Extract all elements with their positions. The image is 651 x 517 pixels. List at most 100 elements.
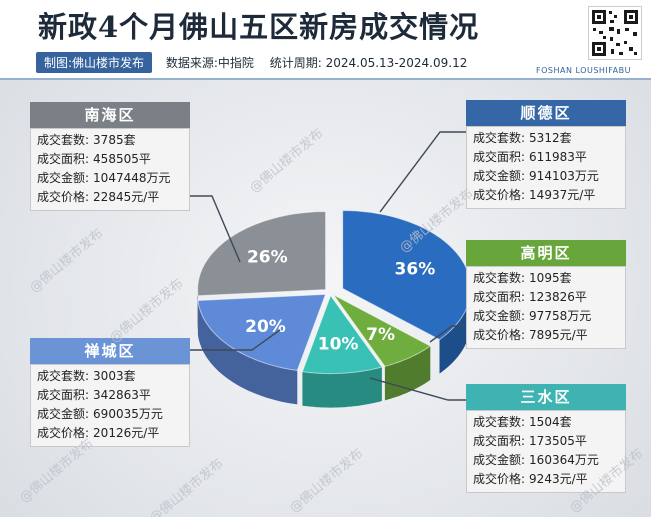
stat-value: 20126元/平	[93, 426, 160, 440]
stat-label: 成交套数:	[37, 133, 90, 147]
stat-label: 成交金额:	[37, 171, 90, 185]
stat-row: 成交套数: 3003套	[37, 367, 183, 386]
panel-nanhai-body: 成交套数: 3785套 成交面积: 458505平 成交金额: 1047448万元 成…	[30, 128, 190, 211]
slice-pct-label-1: 7%	[366, 325, 395, 345]
stat-label: 成交价格:	[473, 328, 526, 342]
stat-label: 成交价格:	[473, 188, 526, 202]
stat-value: 611983平	[529, 150, 587, 164]
stat-value: 1504套	[529, 415, 572, 429]
stat-row: 成交价格: 22845元/平	[37, 188, 183, 207]
stat-value: 123826平	[529, 290, 587, 304]
leader-sanshui	[369, 377, 466, 401]
stat-row: 成交面积: 342863平	[37, 386, 183, 405]
stat-row: 成交面积: 458505平	[37, 150, 183, 169]
stat-value: 914103万元	[529, 169, 599, 183]
leader-shunde	[379, 131, 466, 213]
pie-slice-3	[197, 293, 327, 371]
slice-pct-label-2: 10%	[318, 335, 359, 355]
pie-tops: 36% 7% 10% 20% 26%	[197, 209, 472, 375]
pie-side-1	[384, 346, 431, 401]
stat-label: 成交价格:	[37, 190, 90, 204]
stat-row: 成交金额: 690035万元	[37, 405, 183, 424]
panel-shunde-body: 成交套数: 5312套 成交面积: 611983平 成交金额: 914103万元 成交…	[466, 126, 626, 209]
stat-value: 173505平	[529, 434, 587, 448]
panel-nanhai: 南海区 成交套数: 3785套 成交面积: 458505平 成交金额: 1047448…	[30, 102, 190, 211]
pie-side-3	[197, 300, 298, 405]
pie-slice-1	[333, 294, 432, 367]
stat-row: 成交套数: 1095套	[473, 269, 619, 288]
panel-gaoming-title: 高明区	[466, 240, 626, 266]
stat-row: 成交价格: 14937元/平	[473, 186, 619, 205]
stat-value: 160364万元	[529, 453, 599, 467]
leader-chancheng	[190, 329, 281, 351]
stat-row: 成交金额: 160364万元	[473, 451, 619, 470]
stat-row: 成交金额: 1047448万元	[37, 169, 183, 188]
header-divider	[0, 78, 651, 80]
stat-row: 成交价格: 7895元/平	[473, 326, 619, 345]
stat-label: 成交面积:	[473, 150, 526, 164]
stat-row: 成交套数: 5312套	[473, 129, 619, 148]
stat-row: 成交金额: 97758万元	[473, 307, 619, 326]
pie-slice-0	[342, 209, 472, 341]
stat-value: 3785套	[93, 133, 136, 147]
stat-value: 14937元/平	[529, 188, 596, 202]
stat-row: 成交金额: 914103万元	[473, 167, 619, 186]
panel-sanshui-title: 三水区	[466, 384, 626, 410]
stat-value: 5312套	[529, 131, 572, 145]
stat-value: 9243元/平	[529, 472, 588, 486]
brand-text: FOSHAN LOUSHIFABU	[536, 66, 631, 75]
stat-label: 成交面积:	[37, 152, 90, 166]
stat-value: 22845元/平	[93, 190, 160, 204]
stat-label: 成交金额:	[473, 453, 526, 467]
slice-pct-label-3: 20%	[245, 317, 286, 337]
pie-sides	[197, 288, 471, 408]
leader-nanhai	[190, 195, 241, 263]
stat-label: 成交金额:	[473, 169, 526, 183]
stat-value: 97758万元	[529, 309, 592, 323]
stat-label: 成交价格:	[473, 472, 526, 486]
header: 新政4个月佛山五区新房成交情况 制图:佛山楼市发布 数据来源:中指院 统计周期:…	[0, 0, 651, 80]
stat-label: 成交金额:	[473, 309, 526, 323]
stat-value: 690035万元	[93, 407, 163, 421]
stat-row: 成交面积: 123826平	[473, 288, 619, 307]
slice-pct-label-4: 26%	[247, 248, 288, 268]
stat-row: 成交价格: 20126元/平	[37, 424, 183, 443]
stat-label: 成交面积:	[473, 290, 526, 304]
stat-row: 成交套数: 3785套	[37, 131, 183, 150]
stat-value: 342863平	[93, 388, 151, 402]
stat-value: 3003套	[93, 369, 136, 383]
stat-row: 成交面积: 611983平	[473, 148, 619, 167]
stat-label: 成交价格:	[37, 426, 90, 440]
stat-period: 统计周期: 2024.05.13-2024.09.12	[269, 56, 468, 70]
stat-label: 成交套数:	[473, 131, 526, 145]
stat-value: 7895元/平	[529, 328, 588, 342]
panel-nanhai-title: 南海区	[30, 102, 190, 128]
stat-label: 成交面积:	[473, 434, 526, 448]
slice-pct-label-0: 36%	[395, 259, 436, 279]
stat-value: 1047448万元	[93, 171, 171, 185]
stat-row: 成交套数: 1504套	[473, 413, 619, 432]
page-title: 新政4个月佛山五区新房成交情况	[38, 10, 480, 44]
panel-sanshui: 三水区 成交套数: 1504套 成交面积: 173505平 成交金额: 160364万…	[466, 384, 626, 493]
stat-label: 成交套数:	[37, 369, 90, 383]
panel-gaoming: 高明区 成交套数: 1095套 成交面积: 123826平 成交金额: 97758万元…	[466, 240, 626, 349]
panel-chancheng: 禅城区 成交套数: 3003套 成交面积: 342863平 成交金额: 690035万…	[30, 338, 190, 447]
stat-label: 成交套数:	[473, 415, 526, 429]
panel-sanshui-body: 成交套数: 1504套 成交面积: 173505平 成交金额: 160364万元 成交…	[466, 410, 626, 493]
pie-slice-2	[301, 294, 383, 375]
panel-chancheng-title: 禅城区	[30, 338, 190, 364]
qr-code	[588, 6, 642, 60]
subtitle-bar: 制图:佛山楼市发布 数据来源:中指院 统计周期: 2024.05.13-2024…	[36, 52, 479, 73]
pie-side-2	[302, 367, 382, 408]
producer-tag: 制图:佛山楼市发布	[36, 52, 153, 73]
panel-chancheng-body: 成交套数: 3003套 成交面积: 342863平 成交金额: 690035万元 成交…	[30, 364, 190, 447]
pie-slice-4	[197, 211, 327, 297]
stat-value: 458505平	[93, 152, 151, 166]
stat-value: 1095套	[529, 271, 572, 285]
panel-shunde: 顺德区 成交套数: 5312套 成交面积: 611983平 成交金额: 914103万…	[466, 100, 626, 209]
stat-row: 成交面积: 173505平	[473, 432, 619, 451]
panel-gaoming-body: 成交套数: 1095套 成交面积: 123826平 成交金额: 97758万元 成交价…	[466, 266, 626, 349]
stat-label: 成交面积:	[37, 388, 90, 402]
